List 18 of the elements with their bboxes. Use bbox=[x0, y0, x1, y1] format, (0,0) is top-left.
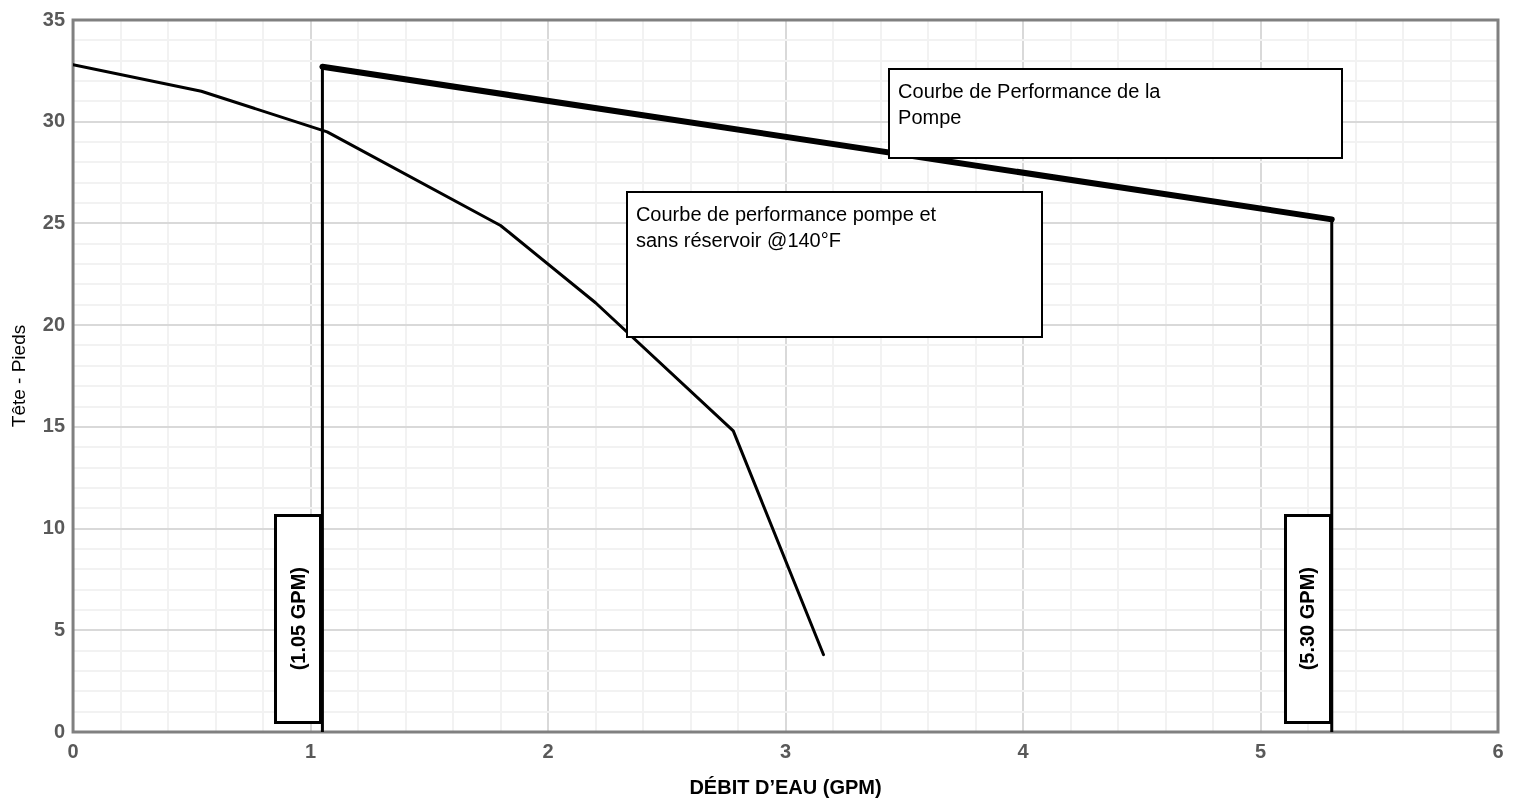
y-axis-title: Tête - Pieds bbox=[7, 324, 29, 428]
y-tick-label: 30 bbox=[42, 109, 66, 132]
y-tick-label: 15 bbox=[42, 414, 66, 437]
y-tick-label: 10 bbox=[42, 516, 66, 539]
y-tick-label: 20 bbox=[42, 312, 66, 335]
x-tick-label: 3 bbox=[779, 739, 792, 762]
x-tick-label: 2 bbox=[542, 739, 554, 762]
y-tick-label: 25 bbox=[42, 210, 66, 233]
annotation: (1.05 GPM) bbox=[286, 567, 310, 671]
x-tick-label: 5 bbox=[1254, 739, 1267, 762]
x-tick-label: 4 bbox=[1017, 739, 1030, 762]
annotation: (5.30 GPM) bbox=[1296, 567, 1320, 671]
x-axis-title: DÉBIT D’EAU (GPM) bbox=[689, 775, 882, 798]
x-tick-label: 1 bbox=[304, 739, 317, 762]
x-tick-label: 6 bbox=[1492, 739, 1504, 762]
y-tick-label: 0 bbox=[53, 719, 66, 742]
y-tick-label: 5 bbox=[53, 617, 66, 640]
y-tick-label: 35 bbox=[42, 7, 66, 30]
